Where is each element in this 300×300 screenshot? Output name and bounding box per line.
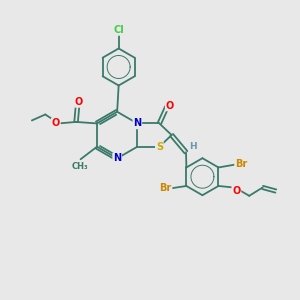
Text: N: N	[113, 153, 121, 164]
Text: O: O	[75, 97, 83, 107]
Text: N: N	[133, 118, 141, 128]
Text: H: H	[189, 142, 196, 152]
Text: O: O	[52, 118, 60, 128]
Text: S: S	[156, 142, 163, 152]
Text: O: O	[232, 186, 241, 196]
Text: Cl: Cl	[113, 25, 124, 35]
Text: Br: Br	[159, 183, 172, 194]
Text: CH₃: CH₃	[72, 162, 88, 171]
Text: Br: Br	[235, 160, 247, 170]
Text: O: O	[166, 100, 174, 110]
